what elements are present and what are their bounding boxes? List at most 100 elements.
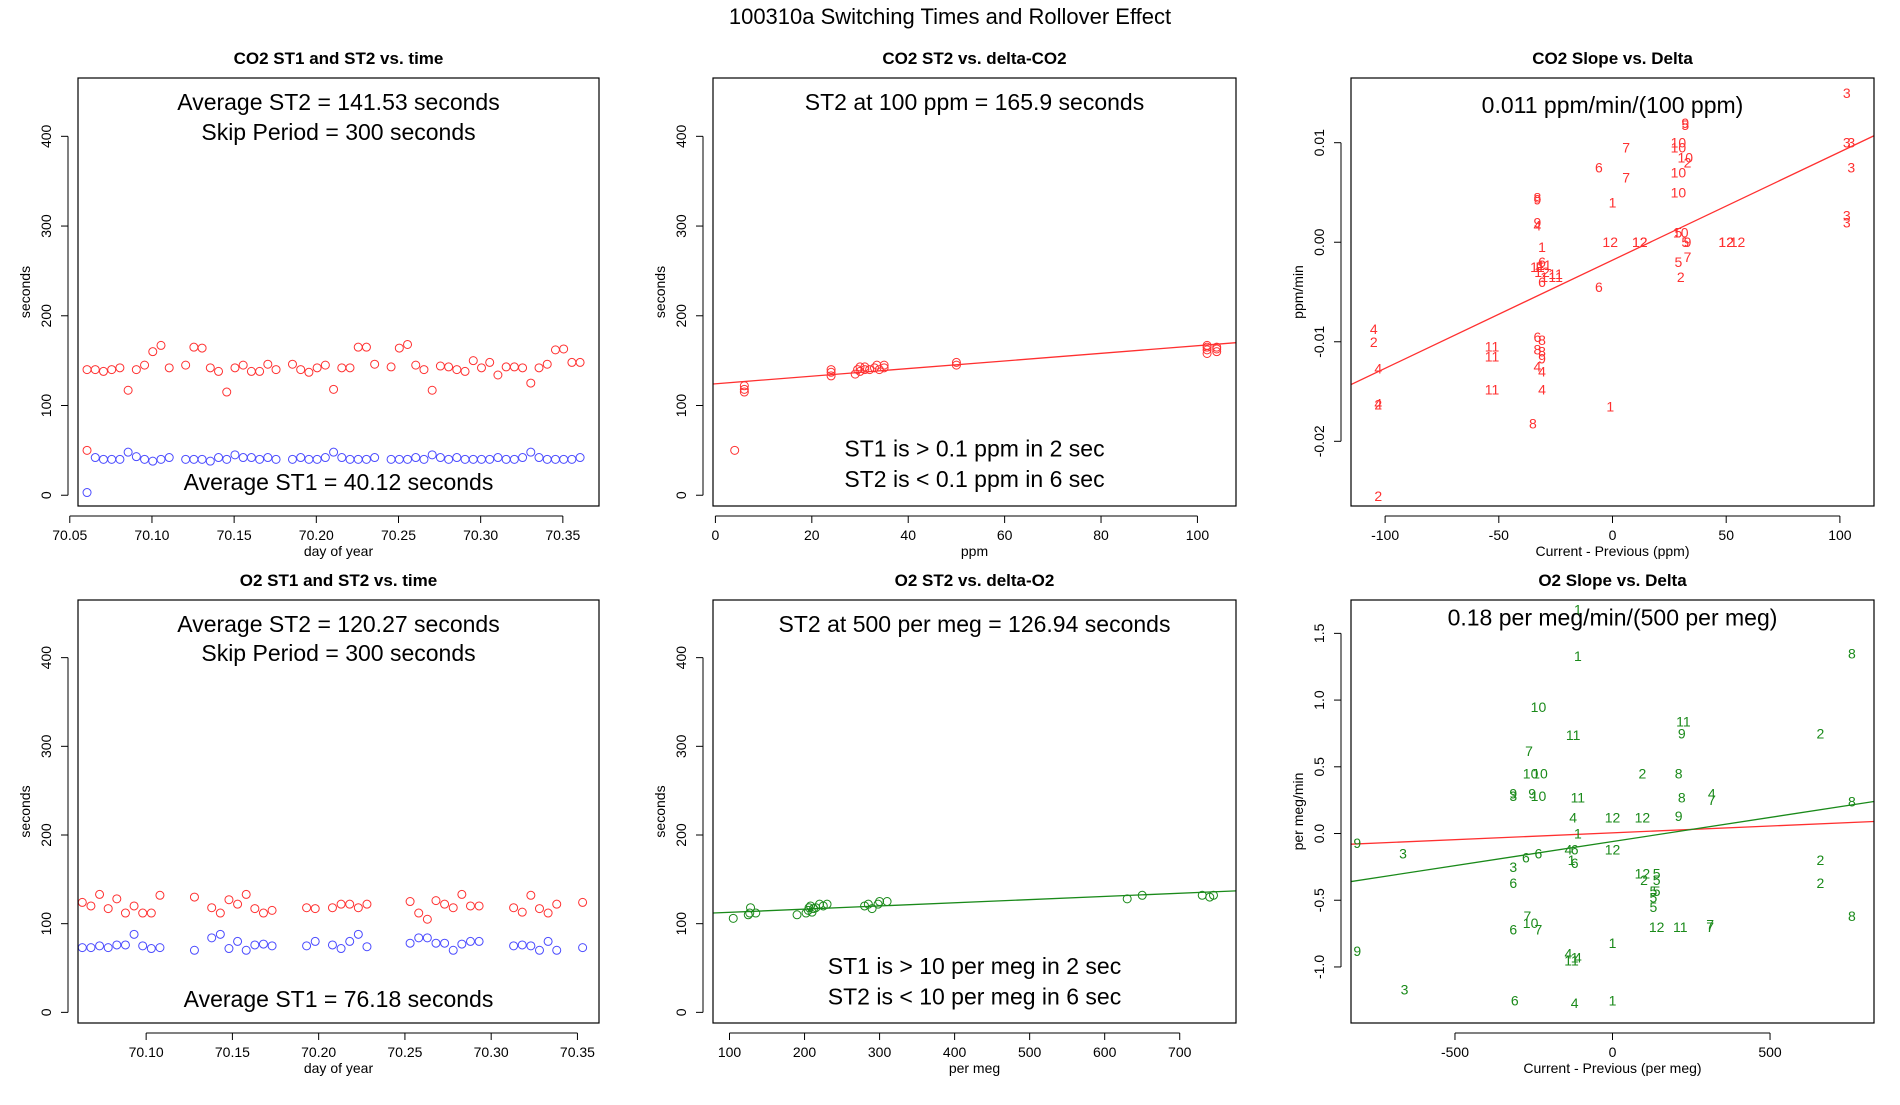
data-point — [435, 453, 445, 463]
point-label: 1 — [1609, 992, 1617, 1008]
y-tick-label: -0.5 — [1311, 888, 1327, 912]
data-point — [509, 941, 519, 951]
data-point — [474, 901, 484, 911]
point-label: 1 — [1574, 826, 1582, 842]
data-point — [826, 371, 836, 381]
data-point — [189, 945, 199, 955]
data-point — [370, 359, 380, 369]
point-label: 2 — [1684, 155, 1692, 171]
x-tick-label: 70.30 — [474, 1044, 509, 1060]
annotation: 0.011 ppm/min/(100 ppm) — [1482, 92, 1744, 118]
figure-title: 100310a Switching Times and Rollover Eff… — [729, 4, 1171, 29]
point-label: 11 — [1548, 269, 1563, 285]
data-point — [98, 454, 108, 464]
data-point — [296, 365, 306, 375]
point-label: 11 — [1485, 382, 1500, 398]
data-point — [189, 454, 199, 464]
y-tick-label: 100 — [673, 912, 689, 936]
data-point — [329, 447, 339, 457]
data-point — [98, 366, 108, 376]
data-point — [181, 360, 191, 370]
data-point — [140, 360, 150, 370]
x-tick-label: -50 — [1489, 527, 1509, 543]
data-point — [233, 899, 243, 909]
data-point — [140, 454, 150, 464]
point-label: 12 — [1534, 264, 1550, 280]
data-point — [241, 889, 251, 899]
data-point — [431, 938, 441, 948]
y-tick-label: -1.0 — [1311, 955, 1327, 979]
annotation: ST2 is < 0.1 ppm in 6 sec — [844, 466, 1104, 492]
y-tick-label: 1.0 — [1311, 690, 1327, 710]
point-label: 7 — [1708, 792, 1716, 808]
point-label: 10 — [1523, 765, 1539, 781]
data-point — [233, 936, 243, 946]
data-point — [427, 450, 437, 460]
data-point — [567, 454, 577, 464]
point-label: 8 — [1534, 189, 1542, 205]
y-tick-label: 0.5 — [1311, 757, 1327, 777]
annotation: Average ST1 = 76.18 seconds — [184, 986, 494, 1012]
data-point — [214, 366, 224, 376]
point-label: 7 — [1622, 170, 1630, 186]
data-point — [578, 897, 588, 907]
data-point — [337, 453, 347, 463]
y-tick-label: 0 — [38, 1008, 54, 1016]
data-point — [255, 454, 265, 464]
point-label: 9 — [1681, 115, 1689, 131]
point-label: 2 — [1370, 334, 1378, 350]
data-point — [882, 897, 892, 907]
panel-p4: O2 ST1 and ST2 vs. time Average ST2 = 120… — [17, 571, 600, 1076]
data-point — [485, 357, 495, 367]
point-label: 6 — [1595, 279, 1603, 295]
point-label: 1 — [1540, 269, 1548, 285]
data-point — [559, 344, 569, 354]
plot-frame — [1350, 77, 1875, 507]
point-label: 9 — [1534, 191, 1542, 207]
data-point — [518, 453, 528, 463]
x-axis-label: per meg — [949, 1060, 1000, 1076]
data-point — [792, 910, 802, 920]
data-point — [271, 454, 281, 464]
data-point — [263, 359, 273, 369]
data-point — [361, 342, 371, 352]
point-label: 12 — [1632, 234, 1648, 250]
point-label: 6 — [1509, 922, 1517, 938]
x-tick-label: 100 — [718, 1044, 742, 1060]
point-label: 7 — [1684, 249, 1692, 265]
data-point — [422, 933, 432, 943]
data-point — [501, 362, 511, 372]
point-label: 3 — [1847, 135, 1855, 151]
point-label: F — [1535, 259, 1544, 275]
data-point — [82, 365, 92, 375]
y-tick-label: 400 — [673, 124, 689, 148]
data-point — [552, 945, 562, 955]
y-tick-label: 0.00 — [1311, 228, 1327, 255]
point-label: 3 — [1509, 788, 1517, 804]
data-point — [526, 378, 536, 388]
x-tick-label: 70.20 — [301, 1044, 336, 1060]
data-point — [575, 357, 585, 367]
data-point — [287, 359, 297, 369]
data-point — [215, 929, 225, 939]
x-tick-label: 20 — [804, 527, 820, 543]
y-axis-label: seconds — [652, 266, 668, 318]
point-label: 12 — [1649, 919, 1665, 935]
data-point — [146, 908, 156, 918]
y-tick-label: 200 — [38, 823, 54, 847]
data-point — [411, 453, 421, 463]
x-tick-label: 700 — [1168, 1044, 1192, 1060]
fit-line — [1351, 820, 1874, 845]
data-point — [155, 890, 165, 900]
data-point — [222, 454, 232, 464]
x-tick-label: 70.10 — [129, 1044, 164, 1060]
data-point — [474, 936, 484, 946]
plot-frame — [712, 599, 1237, 1024]
annotation: ST1 is > 0.1 ppm in 2 sec — [844, 436, 1104, 462]
plot-frame — [77, 77, 600, 507]
point-label: 9 — [1675, 808, 1683, 824]
point-label: 5 — [1653, 866, 1661, 882]
point-label: 7 — [1706, 916, 1714, 932]
x-axis-label: day of year — [304, 543, 374, 559]
